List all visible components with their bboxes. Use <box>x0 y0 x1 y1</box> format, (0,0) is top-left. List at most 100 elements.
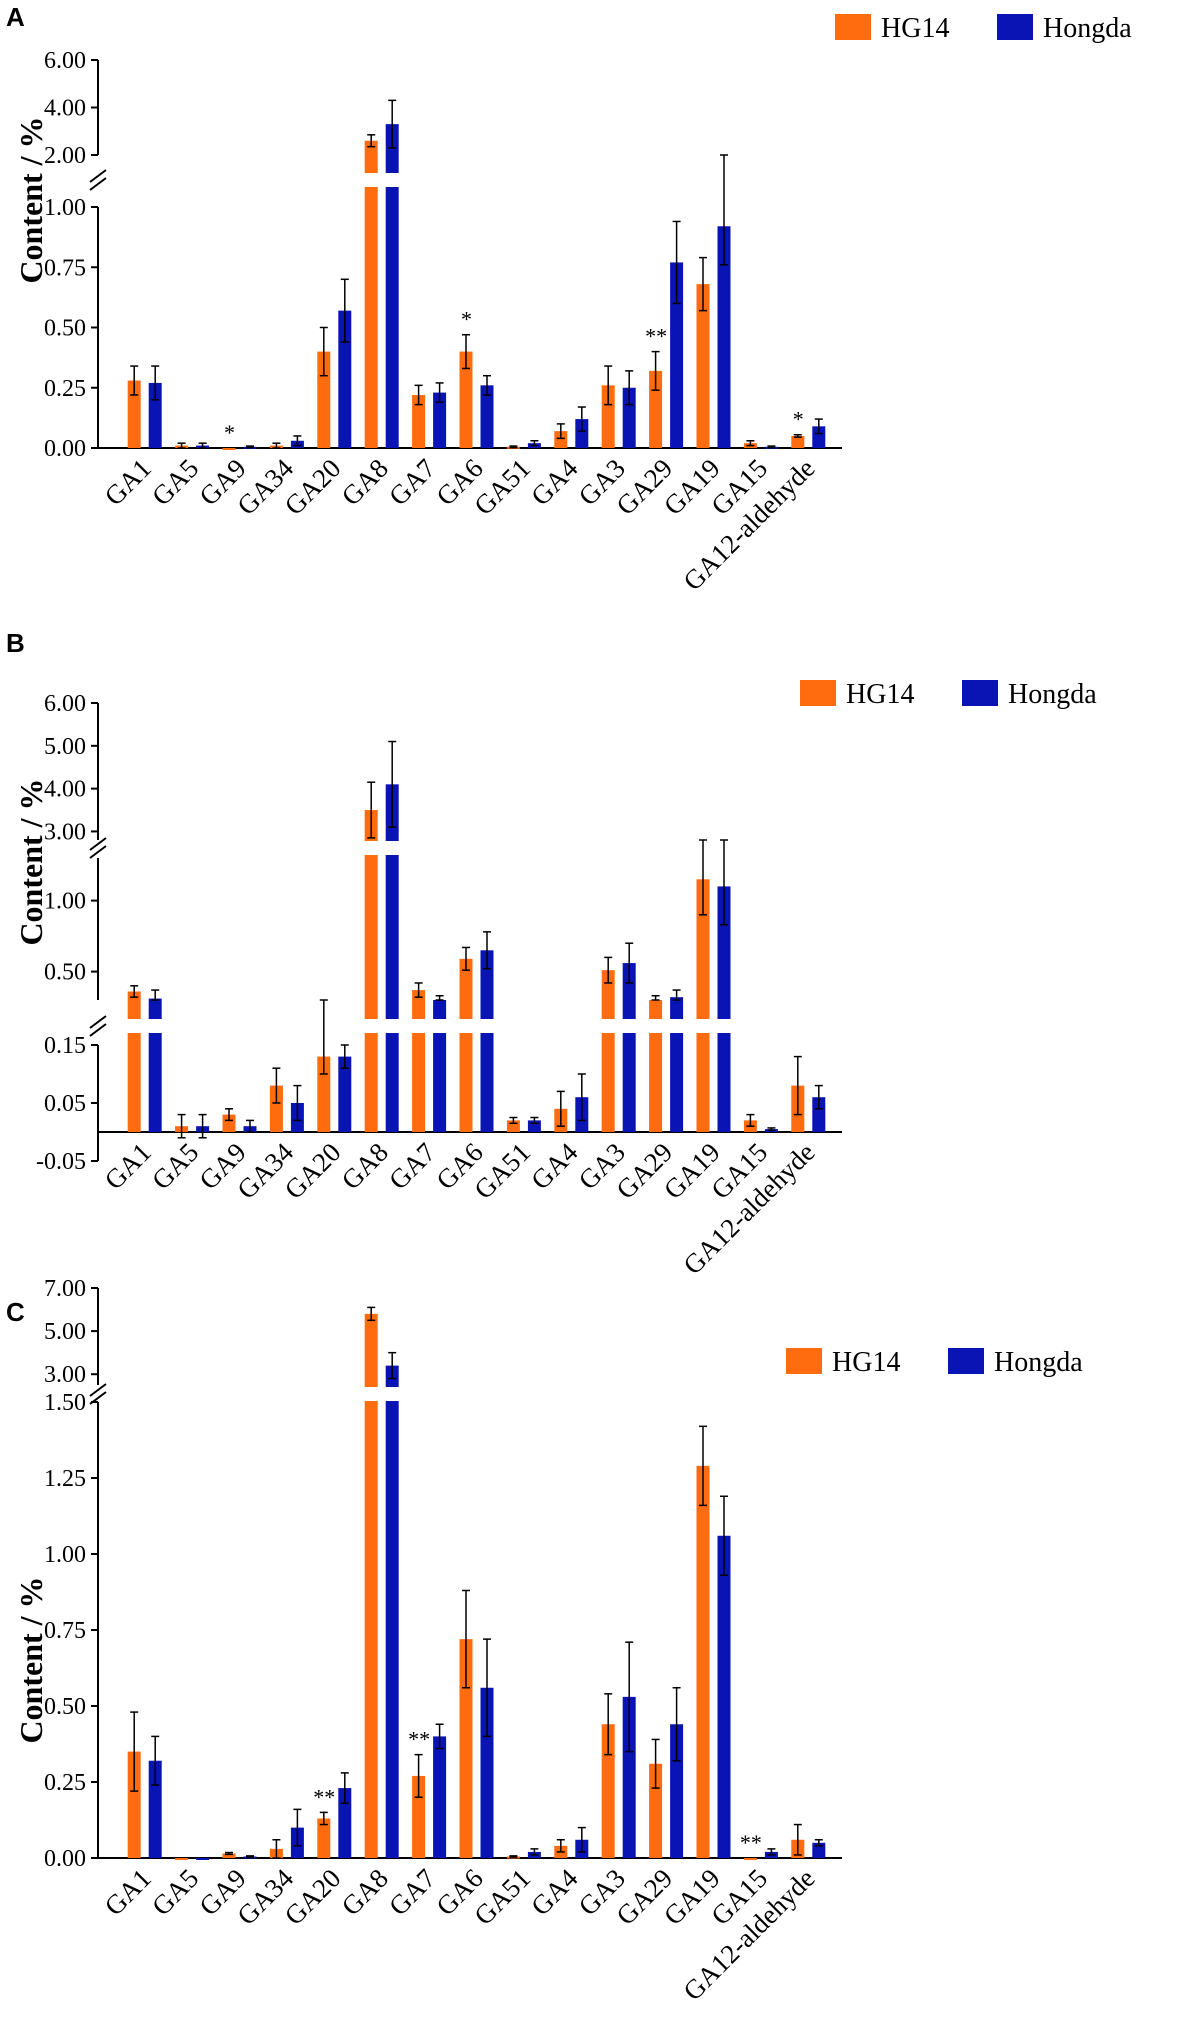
x-tick-label: GA1 <box>99 453 157 511</box>
y-tick-label: 1.00 <box>44 1542 86 1568</box>
bar-break-gap <box>716 1019 732 1033</box>
y-tick-label: 5.00 <box>44 1319 86 1345</box>
bar-hongda-ga20 <box>338 310 352 448</box>
bar-hg14-ga19 <box>696 284 710 448</box>
y-tick-label: 0.05 <box>44 1091 86 1117</box>
legend-label-hongda: Hongda <box>994 1347 1083 1378</box>
y-tick-label: 2.00 <box>44 143 86 169</box>
chart-panel-a: A Content / % HG14 Hongda 0.00 0.25 0.50 0.75 1.… <box>6 2 1132 596</box>
bar-hg14-ga29 <box>649 1763 663 1858</box>
y-tick-label: 1.25 <box>44 1466 86 1492</box>
y-tick-label: 0.75 <box>44 1618 86 1644</box>
bar-hg14-ga12-aldehyde <box>791 435 805 448</box>
x-tick-label: GA51 <box>468 1137 536 1205</box>
legend-swatch-hg14 <box>800 680 836 706</box>
y-tick-label: 1.00 <box>44 195 86 221</box>
x-tick-label: GA8 <box>336 453 394 511</box>
y-tick-label: 0.50 <box>44 316 86 342</box>
bar-hongda-ga19 <box>717 886 731 1132</box>
x-tick-label: GA4 <box>525 1863 584 1922</box>
bar-hg14-ga3 <box>601 970 615 1132</box>
y-axis-label: Content / % <box>13 1576 49 1743</box>
chart-panel-c: C Content / % HG14 Hongda 0.00 0.25 0.50 0.75 1.… <box>6 1276 1083 2006</box>
x-tick-label: GA8 <box>336 1137 394 1195</box>
significance-marker: ** <box>645 324 667 349</box>
y-axis-label: Content / % <box>13 116 49 283</box>
axis-break-mark <box>89 169 107 191</box>
bar-hg14-ga8 <box>364 810 378 1132</box>
x-tick-label: GA51 <box>468 453 536 521</box>
bar-hg14-ga1 <box>127 380 141 448</box>
bar-hg14-ga1 <box>127 1751 141 1858</box>
bar-hongda-ga20 <box>338 1056 352 1132</box>
bar-hg14-ga51 <box>506 1120 520 1132</box>
bar-break-gap <box>695 1019 711 1033</box>
significance-marker: * <box>224 420 235 445</box>
x-tick-label: GA4 <box>525 1137 584 1196</box>
bar-hongda-ga3 <box>622 1696 636 1858</box>
legend-label-hongda: Hongda <box>1008 679 1097 710</box>
legend-swatch-hongda <box>962 680 998 706</box>
bar-break-gap <box>384 1019 400 1033</box>
bar-hongda-ga8 <box>385 784 399 1132</box>
y-tick-label: 0.25 <box>44 1770 86 1796</box>
bar-hongda-ga29 <box>670 262 684 448</box>
x-tick-label: GA7 <box>383 1863 441 1921</box>
y-tick-label: 1.50 <box>44 1390 86 1416</box>
bar-break-gap <box>363 173 379 187</box>
bar-hg14-ga1 <box>127 991 141 1132</box>
axis-break-mark <box>89 1015 107 1037</box>
significance-marker: ** <box>313 1784 335 1809</box>
x-tick-label: GA8 <box>336 1863 394 1921</box>
bar-hg14-ga3 <box>601 385 615 448</box>
bar-hongda-ga20 <box>338 1788 352 1858</box>
bar-hg14-ga6 <box>459 351 473 448</box>
bar-break-gap <box>384 841 400 855</box>
bar-break-gap <box>363 1387 379 1401</box>
y-tick-label: 3.00 <box>44 1362 86 1388</box>
bar-hg14-ga6 <box>459 958 473 1132</box>
y-tick-label: 0.50 <box>44 960 86 986</box>
bar-break-gap <box>648 1019 664 1033</box>
y-tick-label: 5.00 <box>44 734 86 760</box>
bar-hongda-ga6 <box>480 1687 494 1858</box>
bar-hg14-ga7 <box>412 990 426 1132</box>
bar-hg14-ga8 <box>364 140 378 448</box>
x-tick-label: GA51 <box>468 1863 536 1931</box>
bar-hg14-ga19 <box>696 1465 710 1858</box>
x-tick-label: GA5 <box>146 453 204 511</box>
bar-break-gap <box>384 173 400 187</box>
bar-hg14-ga9 <box>222 1114 236 1132</box>
bar-hongda-ga51 <box>527 1120 541 1132</box>
bar-hongda-ga29 <box>670 1724 684 1858</box>
bar-hongda-ga12-aldehyde <box>812 1097 826 1132</box>
significance-marker: ** <box>408 1727 430 1752</box>
legend-label-hongda: Hongda <box>1043 13 1132 44</box>
y-tick-label: 4.00 <box>44 96 86 122</box>
bar-hongda-ga4 <box>575 419 589 448</box>
bar-hongda-ga8 <box>385 124 399 448</box>
bar-hg14-ga20 <box>317 1056 331 1132</box>
bar-hongda-ga8 <box>385 1365 399 1858</box>
axis-break-mark <box>89 1383 107 1405</box>
legend-label-hg14: HG14 <box>881 13 949 44</box>
y-tick-label: 0.75 <box>44 255 86 281</box>
bar-hongda-ga7 <box>433 1736 447 1858</box>
x-tick-label: GA4 <box>525 453 584 512</box>
y-tick-label: 1.00 <box>44 889 86 915</box>
bar-break-gap <box>147 1019 163 1033</box>
x-tick-label: GA1 <box>99 1863 157 1921</box>
x-tick-label: GA7 <box>383 1137 441 1195</box>
bar-break-gap <box>432 1019 448 1033</box>
bar-hg14-ga34 <box>269 1085 283 1132</box>
legend-swatch-hg14 <box>786 1348 822 1374</box>
panel-label: A <box>6 2 25 32</box>
bar-hongda-ga29 <box>670 997 684 1132</box>
y-tick-label: 6.00 <box>44 691 86 717</box>
x-tick-label: GA7 <box>383 453 441 511</box>
y-tick-label: 0.25 <box>44 376 86 402</box>
y-tick-label: 3.00 <box>44 819 86 845</box>
bar-break-gap <box>600 1019 616 1033</box>
bar-break-gap <box>411 1019 427 1033</box>
